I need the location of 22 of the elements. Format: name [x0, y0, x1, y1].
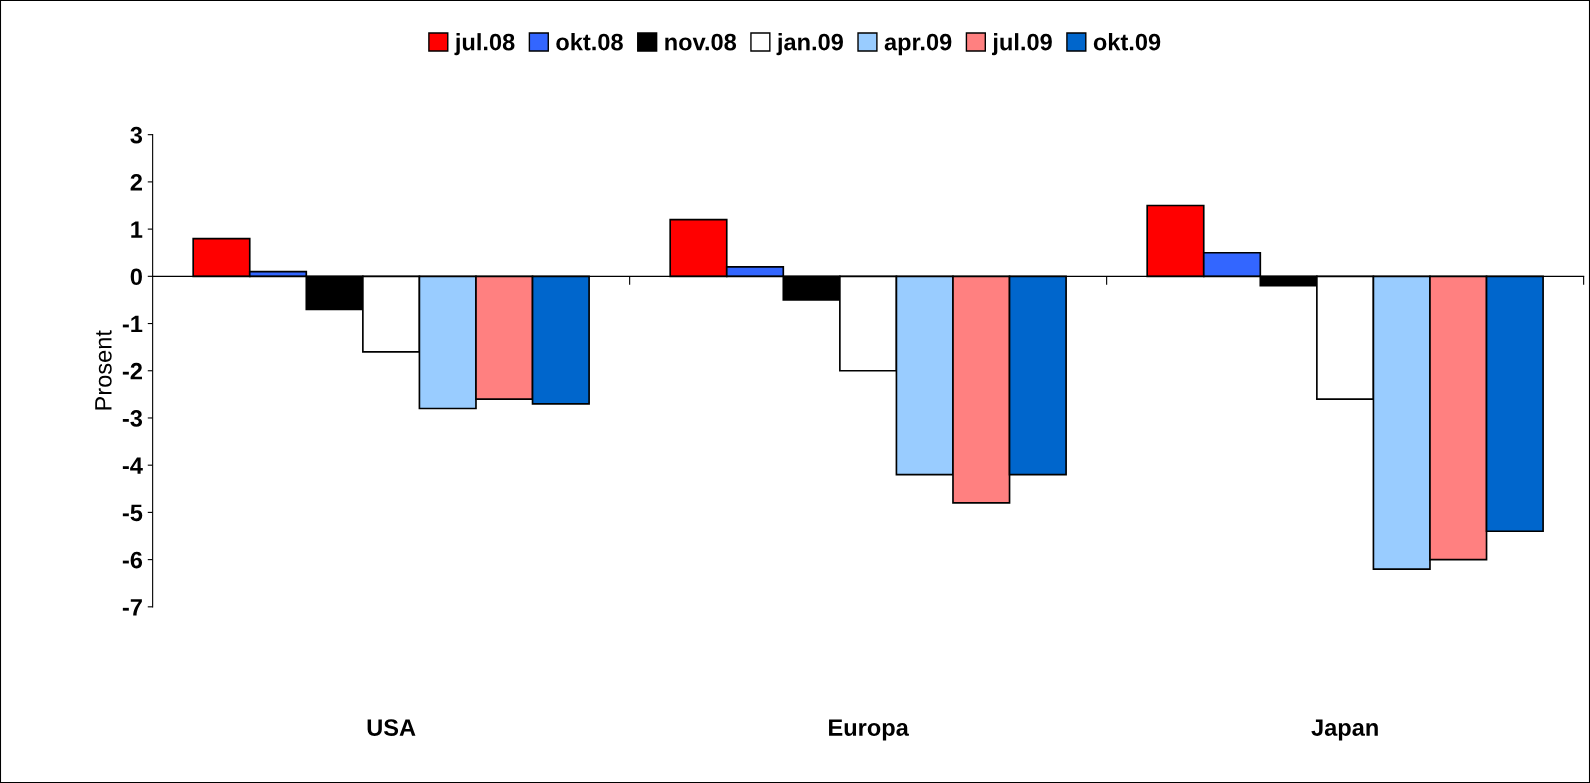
y-tick-label: -4 [122, 457, 143, 474]
x-tick-label: Japan [1311, 719, 1378, 741]
y-tick-label: 2 [130, 173, 142, 191]
y-tick-label: 1 [131, 221, 143, 238]
y-tick-label: 3 [130, 126, 143, 144]
legend-label: jan.09 [776, 33, 843, 56]
y-tick-label: -3 [122, 410, 143, 427]
y-tick-label: -7 [122, 599, 142, 616]
legend-label: jul.08 [454, 33, 515, 56]
legend-label: nov.08 [665, 33, 737, 51]
y-tick-label: -1 [122, 315, 143, 333]
legend-label: okt.09 [1093, 33, 1161, 51]
legend-label: okt.08 [556, 33, 623, 51]
x-tick-label: USA [367, 719, 416, 736]
legend-label: apr.09 [884, 33, 952, 56]
y-tick-label: 0 [130, 268, 142, 286]
legend-label: jul.09 [992, 33, 1052, 56]
y-axis-title: Prosent [95, 330, 112, 410]
x-tick-label: Europa [829, 719, 909, 741]
y-tick-label: -6 [122, 551, 143, 569]
y-tick-label: -2 [122, 362, 142, 380]
y-tick-label: -5 [122, 504, 143, 522]
